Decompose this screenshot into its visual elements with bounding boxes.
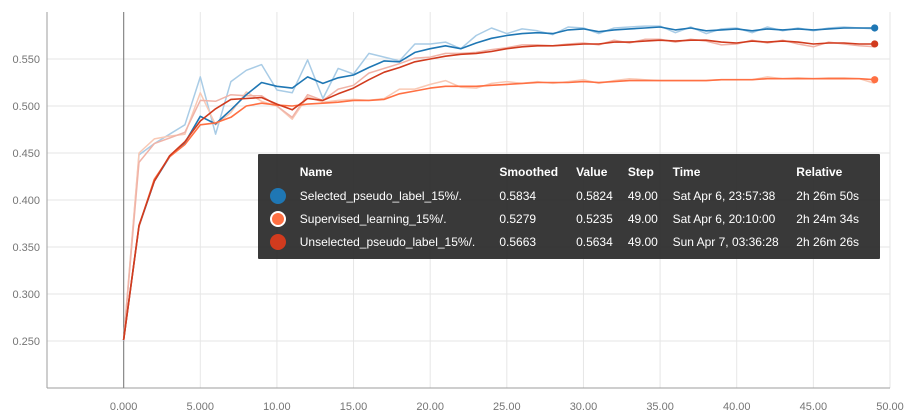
x-tick-label: 10.00 <box>263 401 291 413</box>
series-endpoint-dot <box>871 40 878 47</box>
tooltip-row-step: 49.00 <box>628 230 673 253</box>
tooltip-header-swatch <box>266 160 300 184</box>
x-tick-label: 50.00 <box>876 401 904 413</box>
tooltip-row-time: Sun Apr 7, 03:36:28 <box>673 230 797 253</box>
y-tick-labels: 0.250 0.300 0.350 0.400 0.450 0.500 0.550 <box>12 54 40 348</box>
tooltip-row-smoothed: 0.5279 <box>499 207 576 230</box>
y-tick-label: 0.400 <box>12 195 40 207</box>
series-endpoint-dot <box>871 24 878 31</box>
tooltip-row-step: 49.00 <box>628 184 673 207</box>
tooltip-row: Selected_pseudo_label_15%/. 0.5834 0.582… <box>266 184 880 207</box>
tooltip-header-name: Name <box>300 160 500 184</box>
series-swatch-icon <box>270 188 286 204</box>
y-tick-label: 0.450 <box>12 148 40 160</box>
x-tick-label: 30.00 <box>570 401 598 413</box>
tooltip-row: Unselected_pseudo_label_15%/. 0.5663 0.5… <box>266 230 880 253</box>
tooltip-table: Name Smoothed Value Step Time Relative S… <box>266 160 880 253</box>
x-tick-label: 40.00 <box>723 401 751 413</box>
tooltip-row-time: Sat Apr 6, 20:10:00 <box>673 207 797 230</box>
x-tick-label: 15.00 <box>340 401 368 413</box>
tooltip-row-relative: 2h 24m 34s <box>796 207 880 230</box>
tooltip-row-smoothed: 0.5663 <box>499 230 576 253</box>
tooltip-header-relative: Relative <box>796 160 880 184</box>
tooltip-row-step: 49.00 <box>628 207 673 230</box>
hover-tooltip: Name Smoothed Value Step Time Relative S… <box>258 154 880 259</box>
y-tick-label: 0.350 <box>12 242 40 254</box>
series-endpoint-dot <box>871 76 878 83</box>
tooltip-header-time: Time <box>673 160 797 184</box>
series-endpoints <box>871 24 878 83</box>
tooltip-row-time: Sat Apr 6, 23:57:38 <box>673 184 797 207</box>
tooltip-row: Supervised_learning_15%/. 0.5279 0.5235 … <box>266 207 880 230</box>
series-swatch-icon <box>270 211 286 227</box>
x-tick-label: 25.00 <box>493 401 521 413</box>
tooltip-header-smoothed: Smoothed <box>499 160 576 184</box>
tooltip-row-relative: 2h 26m 50s <box>796 184 880 207</box>
x-tick-label: 45.00 <box>800 401 828 413</box>
tooltip-row-smoothed: 0.5834 <box>499 184 576 207</box>
tooltip-row-value: 0.5235 <box>576 207 628 230</box>
tooltip-row-name: Selected_pseudo_label_15%/. <box>300 184 500 207</box>
tooltip-row-name: Supervised_learning_15%/. <box>300 207 500 230</box>
x-tick-labels: 0.000 5.000 10.00 15.00 20.00 25.00 30.00 35.00… <box>110 401 904 413</box>
y-tick-label: 0.300 <box>12 289 40 301</box>
tooltip-row-value: 0.5824 <box>576 184 628 207</box>
y-tick-label: 0.250 <box>12 336 40 348</box>
y-tick-label: 0.550 <box>12 54 40 66</box>
tooltip-header-row: Name Smoothed Value Step Time Relative <box>266 160 880 184</box>
x-tick-label: 5.000 <box>187 401 215 413</box>
tooltip-header-step: Step <box>628 160 673 184</box>
y-tick-label: 0.500 <box>12 101 40 113</box>
tooltip-header-value: Value <box>576 160 628 184</box>
x-tick-label: 0.000 <box>110 401 138 413</box>
x-tick-label: 35.00 <box>646 401 674 413</box>
series-swatch-icon <box>270 234 286 250</box>
tooltip-row-value: 0.5634 <box>576 230 628 253</box>
x-tick-label: 20.00 <box>416 401 444 413</box>
tooltip-row-name: Unselected_pseudo_label_15%/. <box>300 230 500 253</box>
tooltip-row-relative: 2h 26m 26s <box>796 230 880 253</box>
